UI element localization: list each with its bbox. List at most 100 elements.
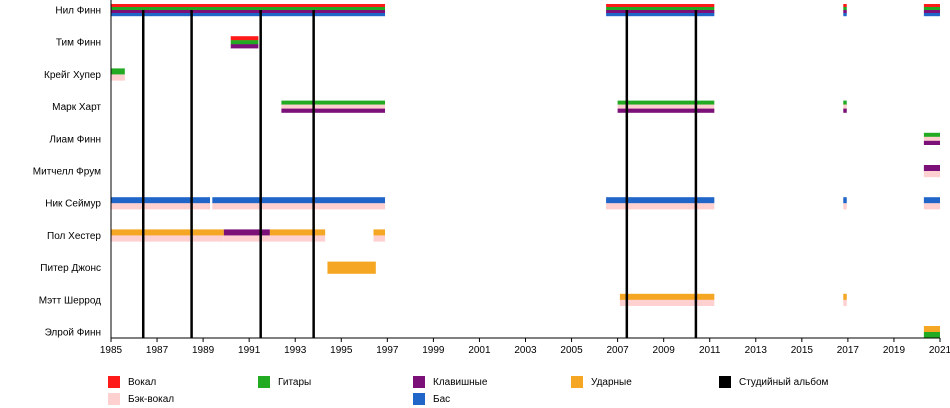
legend-swatch	[719, 376, 731, 388]
member-bar-keys	[923, 10, 940, 14]
x-tick-label: 2003	[514, 345, 537, 356]
member-bar-backing	[373, 235, 386, 242]
x-tick-label: 1993	[284, 345, 307, 356]
member-bar-guitar	[111, 68, 125, 75]
member-bar-backing	[223, 235, 270, 242]
legend-item-backing: Бэк-вокал	[108, 393, 174, 405]
x-tick-label: 2009	[653, 345, 676, 356]
legend-item-guitar: Гитары	[258, 376, 311, 388]
member-bar-bass	[111, 197, 211, 204]
member-bar-keys	[111, 10, 386, 14]
legend-item-bass: Бас	[413, 393, 450, 405]
member-label: Тим Финн	[56, 38, 101, 49]
legend-item-album: Студийный альбом	[719, 376, 828, 388]
member-label: Питер Джонс	[40, 263, 101, 274]
x-tick-label: 1985	[100, 345, 123, 356]
member-bar-bass	[606, 197, 715, 204]
x-tick-label: 1989	[192, 345, 215, 356]
member-bar-drums	[619, 293, 715, 300]
member-label: Мэтт Шеррод	[39, 295, 101, 306]
member-bar-drums	[269, 229, 326, 236]
member-bar-vocal	[230, 36, 259, 41]
legend-label: Студийный альбом	[739, 376, 829, 388]
member-bar-backing	[212, 203, 386, 210]
legend-label: Бэк-вокал	[128, 393, 175, 405]
member-bar-backing	[617, 104, 715, 109]
member-bar-backing	[843, 299, 847, 306]
member-label: Нил Финн	[55, 6, 101, 17]
member-bar-drums	[923, 326, 940, 333]
legend-label: Вокал	[128, 376, 157, 388]
member-bar-backing	[923, 136, 940, 141]
x-tick-label: 1999	[422, 345, 445, 356]
x-tick-label: 2013	[745, 345, 768, 356]
member-bar-vocal	[843, 4, 847, 8]
x-tick-label: 2021	[929, 345, 950, 356]
legend-swatch	[258, 376, 270, 388]
legend-swatch	[571, 376, 583, 388]
member-bar-vocal	[111, 4, 386, 8]
legend-item-drums: Ударные	[571, 376, 632, 388]
member-bar-bass	[212, 197, 386, 204]
member-bar-bass	[843, 13, 847, 17]
x-tick-label: 2011	[699, 345, 721, 356]
member-bar-guitar	[617, 100, 715, 105]
member-bar-drums	[373, 229, 386, 236]
x-tick-label: 2007	[606, 345, 629, 356]
legend-label: Ударные	[591, 376, 632, 388]
member-bar-keys	[617, 108, 715, 113]
member-label: Крейг Хупер	[44, 70, 101, 81]
member-bar-keys	[230, 44, 259, 49]
member-bar-backing	[843, 104, 847, 109]
member-bar-backing	[111, 74, 125, 81]
legend-swatch	[108, 393, 120, 405]
member-bar-keys	[843, 10, 847, 14]
x-tick-label: 1995	[330, 345, 353, 356]
member-bar-backing	[923, 171, 940, 178]
member-bar-guitar	[843, 100, 847, 105]
chart-legend: Вокал Бэк-вокал Гитары Клавишные Бас Ударные С…	[0, 372, 950, 408]
x-tick-label: 2001	[468, 345, 491, 356]
member-bar-backing	[606, 203, 715, 210]
member-bar-keys	[923, 165, 940, 172]
member-bar-vocal	[606, 4, 715, 8]
member-bar-keys	[923, 140, 940, 145]
member-label: Марк Харт	[52, 102, 101, 113]
member-bar-backing	[269, 235, 326, 242]
legend-swatch	[413, 376, 425, 388]
legend-item-keys: Клавишные	[413, 376, 487, 388]
member-bar-guitar	[281, 100, 386, 105]
member-bar-backing	[111, 203, 211, 210]
legend-label: Бас	[433, 393, 451, 405]
member-bar-keys	[223, 229, 270, 236]
member-label: Элрой Финн	[45, 328, 101, 339]
member-bar-backing	[923, 203, 940, 210]
legend-label: Клавишные	[433, 376, 488, 388]
timeline-plot: Нил Финн Тим Финн Крейг Хупер Марк Харт Лиам…	[33, 0, 950, 356]
x-tick-label: 2019	[883, 345, 906, 356]
member-bar-guitar	[923, 332, 940, 339]
member-bar-bass	[843, 197, 847, 204]
member-bar-guitar	[230, 40, 259, 45]
member-label: Митчелл Фрум	[33, 167, 101, 178]
member-bar-guitar	[843, 7, 847, 11]
member-bar-guitar	[923, 7, 940, 11]
member-bar-bass	[923, 13, 940, 17]
member-bar-drums	[843, 293, 847, 300]
member-bar-keys	[281, 108, 386, 113]
x-tick-label: 1997	[376, 345, 399, 356]
member-bar-guitar	[111, 7, 386, 11]
member-bar-backing	[111, 235, 224, 242]
member-bar-bass	[606, 13, 715, 17]
legend-swatch	[108, 376, 120, 388]
x-tick-label: 1991	[238, 345, 261, 356]
x-tick-label: 2017	[837, 345, 860, 356]
member-label: Пол Хестер	[47, 231, 101, 242]
legend-label: Гитары	[278, 376, 312, 388]
member-bar-guitar	[923, 132, 940, 137]
member-bar-backing	[281, 104, 386, 109]
member-bar-bass	[111, 13, 386, 17]
plot-area	[111, 0, 940, 338]
member-bar-keys	[843, 108, 847, 113]
